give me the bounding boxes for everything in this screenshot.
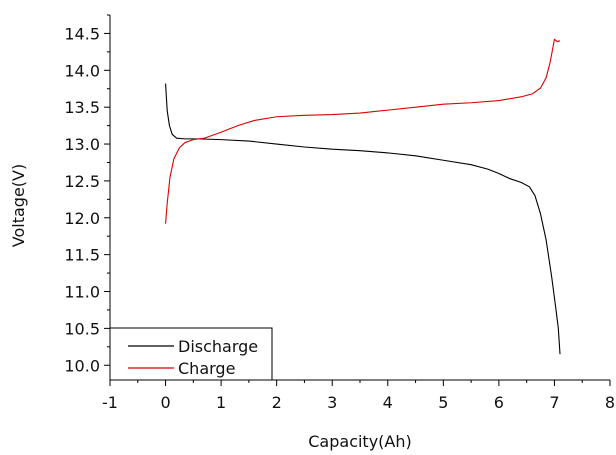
legend-label-charge: Charge — [178, 359, 235, 378]
x-tick-label: 8 — [605, 393, 615, 412]
legend-label-discharge: Discharge — [178, 337, 258, 356]
x-tick-label: 4 — [383, 393, 393, 412]
legend: Discharge Charge — [109, 327, 273, 381]
y-tick-label: 12.5 — [64, 172, 100, 191]
y-tick-label: 13.5 — [64, 98, 100, 117]
x-tick-label: 5 — [438, 393, 448, 412]
series-line-discharge — [165, 83, 561, 355]
legend-box — [109, 327, 273, 381]
y-tick-label: 11.0 — [64, 283, 100, 302]
y-tick-label: 14.0 — [64, 61, 100, 80]
series-line-charge — [165, 38, 561, 224]
x-tick-label: 0 — [160, 393, 170, 412]
x-tick-label: 3 — [327, 393, 337, 412]
y-tick-label: 11.5 — [64, 246, 100, 265]
y-tick-label: 12.0 — [64, 209, 100, 228]
x-tick-label: -1 — [102, 393, 118, 412]
x-tick-label: 7 — [549, 393, 559, 412]
y-tick-label: 10.5 — [64, 319, 100, 338]
y-tick-label: 14.5 — [64, 24, 100, 43]
series-layer — [165, 38, 561, 355]
x-tick-label: 2 — [272, 393, 282, 412]
x-tick-label: 1 — [216, 393, 226, 412]
axes: -1 0 1 2 3 4 5 6 7 8 10.0 10.5 11.0 11.5 12.0 12.5 13.0 1… — [64, 14, 615, 412]
y-axis-title: Voltage(V) — [9, 164, 28, 247]
y-tick-label: 13.0 — [64, 135, 100, 154]
x-tick-label: 6 — [494, 393, 504, 412]
x-axis-title: Capacity(Ah) — [308, 432, 412, 451]
y-tick-label: 10.0 — [64, 356, 100, 375]
